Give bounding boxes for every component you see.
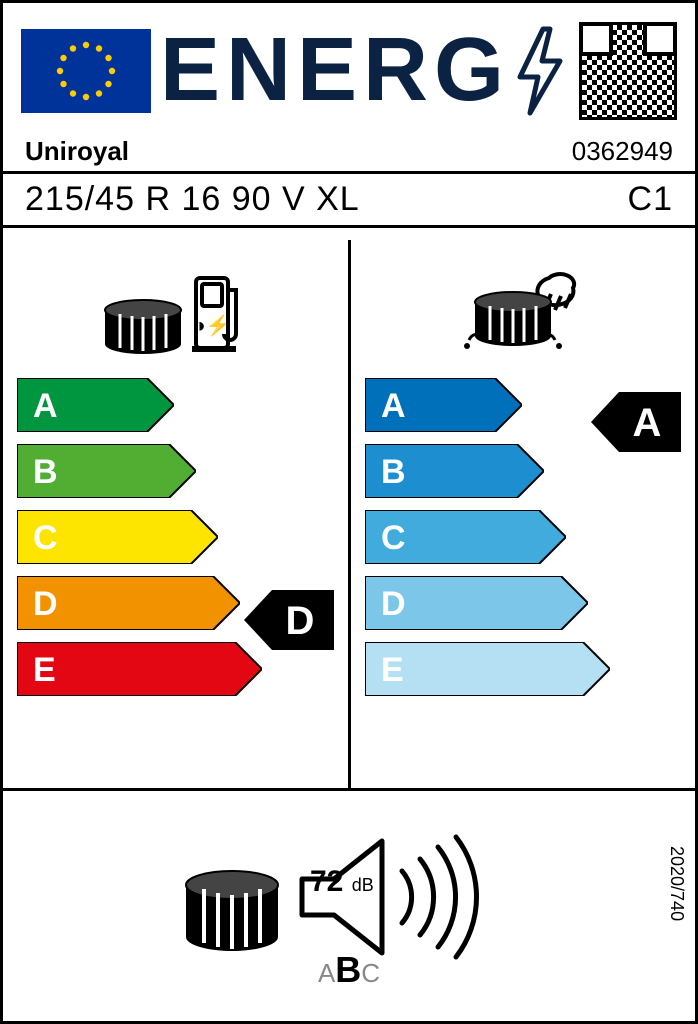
eu-flag-stars bbox=[21, 29, 151, 113]
svg-text:◑⚡: ◑⚡ bbox=[194, 313, 231, 337]
svg-text:B: B bbox=[33, 453, 58, 491]
product-code: 0362949 bbox=[572, 136, 673, 167]
rating-bar-b: B bbox=[17, 444, 196, 498]
header: ENERG bbox=[3, 3, 695, 132]
svg-text:E: E bbox=[33, 651, 56, 689]
energy-wordmark: ENERG bbox=[160, 19, 570, 122]
fuel-pump-icon: ◑⚡ bbox=[192, 270, 246, 354]
svg-text:C: C bbox=[33, 519, 58, 557]
rating-bar-d: D bbox=[365, 576, 588, 630]
fuel-rating-marker: D bbox=[244, 590, 334, 650]
svg-text:E: E bbox=[381, 651, 404, 689]
tire-spec: 215/45 R 16 90 V XL bbox=[25, 180, 360, 219]
rating-bar-b: B bbox=[365, 444, 544, 498]
tire-class: C1 bbox=[628, 180, 673, 219]
wet-icons bbox=[351, 260, 696, 354]
divider bbox=[3, 788, 695, 791]
rating-bar-d: D bbox=[17, 576, 240, 630]
noise-section: 72 dB ABC bbox=[3, 797, 695, 997]
noise-class-a: A bbox=[318, 958, 335, 988]
info-spec-row: 215/45 R 16 90 V XL C1 bbox=[3, 174, 695, 225]
rating-columns: ◑⚡ ABCDE D bbox=[3, 228, 695, 788]
svg-text:A: A bbox=[33, 387, 58, 425]
wet-rating-marker: A bbox=[591, 392, 681, 452]
svg-text:D: D bbox=[285, 599, 314, 643]
svg-text:B: B bbox=[381, 453, 406, 491]
info-brand-row: Uniroyal 0362949 bbox=[3, 132, 695, 171]
tyre-icon bbox=[104, 290, 182, 354]
energy-text: ENERG bbox=[160, 19, 510, 122]
svg-text:C: C bbox=[381, 519, 406, 557]
brand-name: Uniroyal bbox=[25, 136, 129, 167]
fuel-efficiency-column: ◑⚡ ABCDE D bbox=[3, 240, 348, 788]
svg-text:A: A bbox=[633, 401, 662, 445]
noise-class-letters: ABC bbox=[318, 949, 380, 991]
svg-text:D: D bbox=[381, 585, 406, 623]
rating-bar-a: A bbox=[365, 378, 522, 432]
svg-text:D: D bbox=[33, 585, 58, 623]
fuel-icons: ◑⚡ bbox=[3, 260, 348, 354]
noise-class-b: B bbox=[335, 949, 361, 990]
bolt-icon bbox=[510, 25, 570, 117]
eu-flag bbox=[21, 29, 151, 113]
rating-bar-e: E bbox=[17, 642, 262, 696]
tyre-energy-label: ENERG Uniroyal 0362949 215/45 R 16 90 V … bbox=[0, 0, 698, 1024]
qr-code[interactable] bbox=[579, 22, 677, 120]
rating-bar-e: E bbox=[365, 642, 610, 696]
wet-grip-column: ABCDE A bbox=[351, 240, 696, 788]
regulation-number: 2020/740 bbox=[666, 846, 687, 921]
noise-value: 72 bbox=[310, 867, 343, 898]
rating-bar-a: A bbox=[17, 378, 174, 432]
rain-tyre-icon bbox=[463, 270, 583, 354]
svg-text:A: A bbox=[381, 387, 406, 425]
rating-bar-c: C bbox=[365, 510, 566, 564]
noise-unit: dB bbox=[352, 875, 374, 895]
noise-class-c: C bbox=[361, 958, 380, 988]
tyre-icon bbox=[184, 837, 280, 957]
rating-bar-c: C bbox=[17, 510, 218, 564]
speaker-icon: 72 dB bbox=[294, 827, 514, 967]
